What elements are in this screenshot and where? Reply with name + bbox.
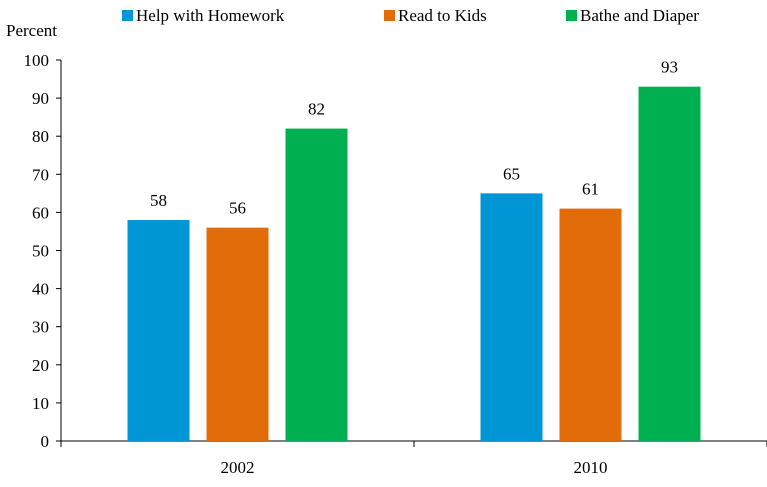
bars [127, 86, 701, 442]
y-tick-label: 90 [32, 89, 49, 108]
bar [559, 208, 622, 441]
data-label: 82 [308, 100, 325, 119]
x-axis: 2002 2010 [60, 440, 767, 477]
x-tick-label: 2002 [221, 458, 255, 477]
data-label: 61 [582, 180, 599, 199]
bar [206, 227, 269, 441]
legend-swatch [122, 10, 133, 21]
y-tick-label: 80 [32, 127, 49, 146]
legend-item: Help with Homework [122, 6, 285, 25]
legend-item: Read to Kids [384, 6, 487, 25]
data-label: 58 [150, 191, 167, 210]
legend-item: Bathe and Diaper [566, 6, 699, 25]
y-tick-label: 10 [32, 394, 49, 413]
y-tick-label: 20 [32, 356, 49, 375]
y-axis: 0 10 20 30 40 50 60 70 80 90 100 [24, 51, 62, 451]
y-axis-label: Percent [6, 21, 57, 40]
data-label: 56 [229, 199, 246, 218]
legend-label: Bathe and Diaper [580, 6, 699, 25]
y-tick-label: 0 [41, 432, 50, 451]
data-label: 93 [661, 58, 678, 77]
y-tick-label: 40 [32, 280, 49, 299]
bar [480, 193, 543, 441]
legend-label: Read to Kids [398, 6, 487, 25]
legend-label: Help with Homework [136, 6, 285, 25]
y-tick-label: 70 [32, 165, 49, 184]
y-tick-label: 30 [32, 318, 49, 337]
legend: Help with Homework Read to Kids Bathe and … [122, 6, 699, 25]
data-label: 65 [503, 164, 520, 183]
bar [638, 86, 701, 442]
x-tick-label: 2010 [574, 458, 608, 477]
y-tick-label: 100 [24, 51, 50, 70]
y-tick-label: 50 [32, 242, 49, 261]
bar [127, 220, 190, 441]
legend-swatch [566, 10, 577, 21]
bar [285, 128, 348, 441]
legend-swatch [384, 10, 395, 21]
data-labels: 58 56 82 65 61 93 [150, 58, 678, 218]
y-tick-label: 60 [32, 203, 49, 222]
